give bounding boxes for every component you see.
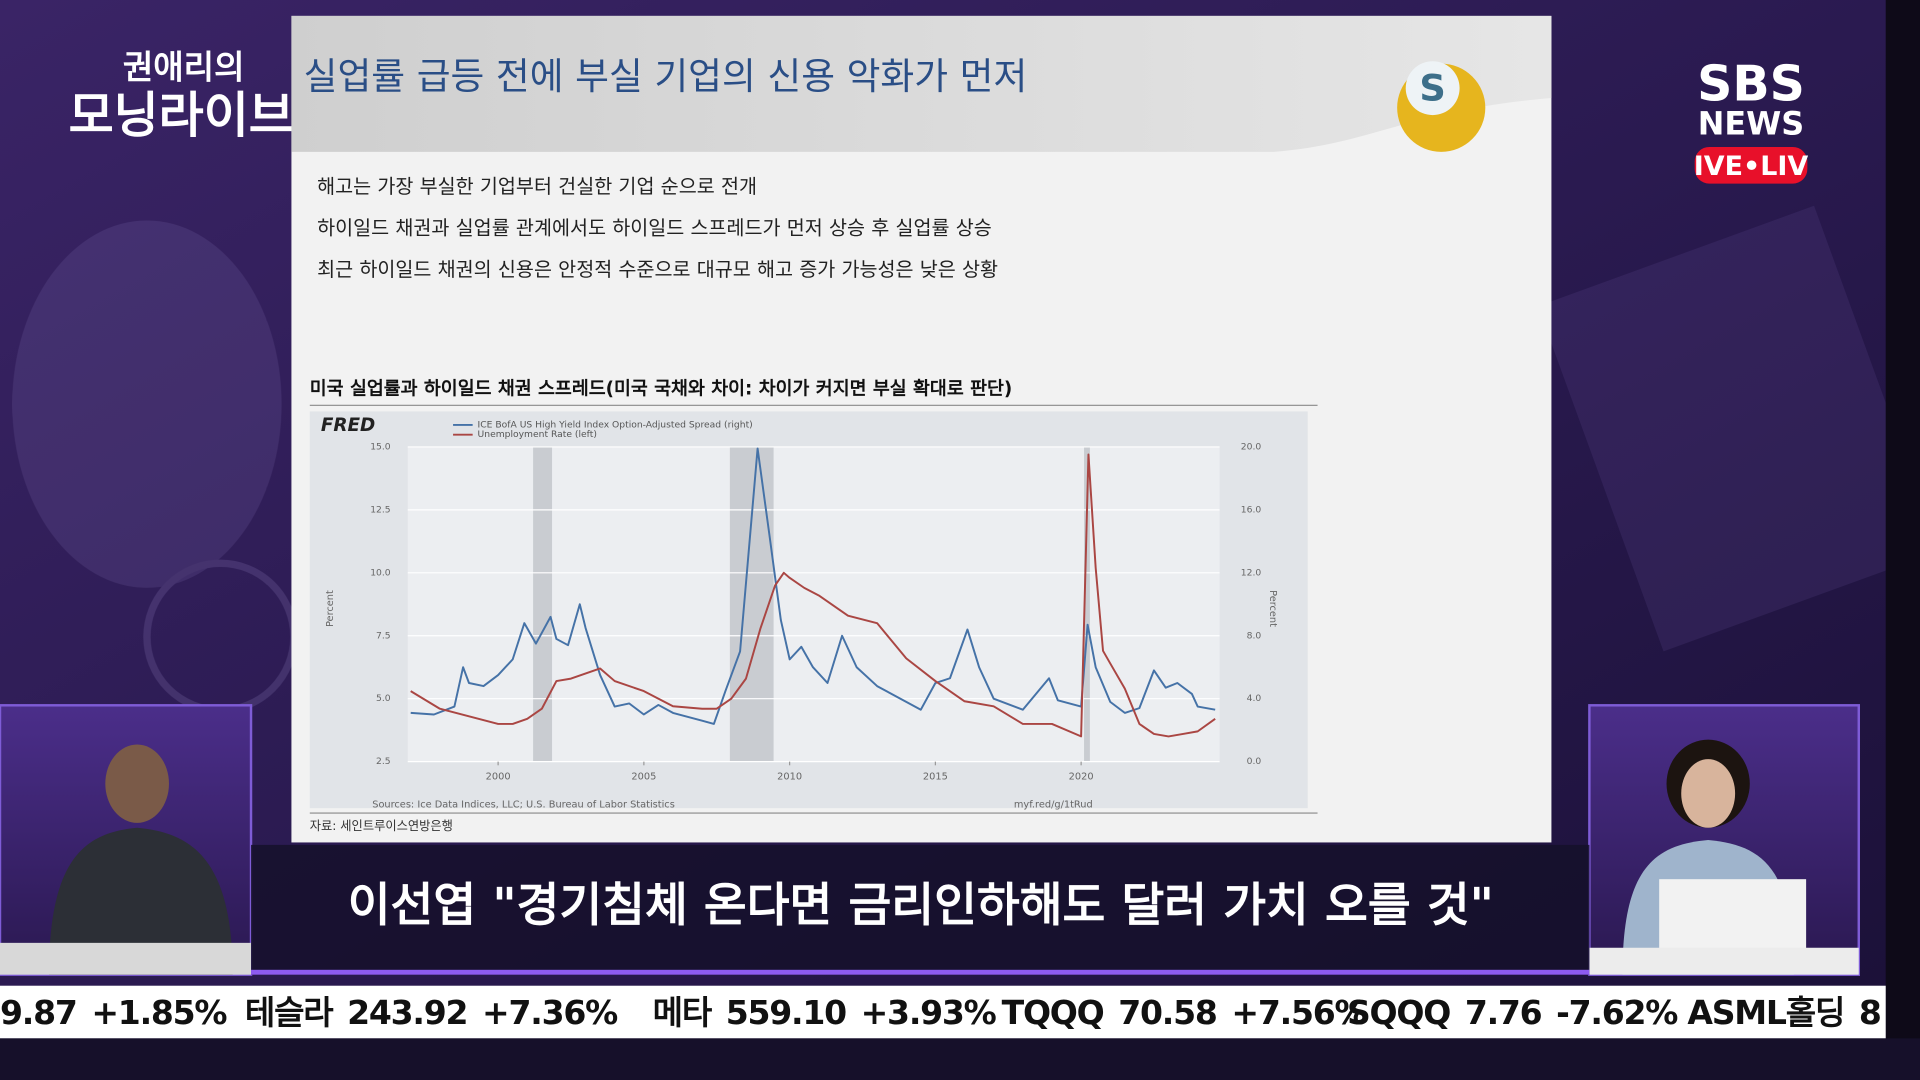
ticker-item: 메타 559.10 +3.93% [653, 992, 997, 1031]
ticker-change: +7.36% [482, 992, 618, 1031]
y-tick-label: 15.0 [370, 441, 391, 452]
ticker-name: SQQQ [1347, 992, 1450, 1031]
x-tick-label: 2000 [486, 771, 511, 782]
ticker-price: 559.10 [726, 992, 846, 1031]
legend-label: Unemployment Rate (left) [478, 429, 597, 440]
series-line [410, 447, 1216, 725]
left-axis-label: Percent [325, 590, 336, 627]
ticker-bar [0, 985, 1886, 1039]
y-tick-label: 12.5 [370, 504, 391, 515]
ticker-price: 8 [1859, 992, 1881, 1031]
ticker-name: ASML홀딩 [1687, 992, 1844, 1031]
caption-bar [251, 844, 1590, 975]
slide-title: 실업률 급등 전에 부실 기업의 신용 악화가 먼저 [304, 55, 1028, 98]
recession-band [729, 446, 774, 762]
svg-text:S: S [1419, 66, 1445, 109]
ticker-item: 9.87 +1.85% [0, 992, 227, 1031]
y2-tick-label: 16.0 [1241, 504, 1262, 515]
recession-band [1084, 446, 1090, 762]
plot-area [407, 446, 1220, 762]
chart-heading: 미국 실업률과 하이일드 채권 스프레드(미국 국채와 차이: 차이가 커지면 … [310, 377, 1013, 399]
chart-url: myf.red/g/1tRud [1014, 799, 1093, 810]
series-line [410, 453, 1216, 738]
ticker-change: -7.62% [1556, 992, 1678, 1031]
slide-header [291, 15, 1552, 152]
ticker-change: +3.93% [861, 992, 997, 1031]
ticker-change: +7.56% [1231, 992, 1367, 1031]
source-note: 자료: 세인트루이스연방은행 [310, 818, 453, 833]
bullet: 하이일드 채권과 실업률 관계에서도 하이일드 스프레드가 먼저 상승 후 실업… [317, 216, 992, 239]
x-tick-label: 2005 [631, 771, 656, 782]
y-tick-label: 10.0 [370, 567, 391, 578]
y2-tick-label: 4.0 [1247, 693, 1262, 704]
y2-tick-label: 20.0 [1241, 441, 1262, 452]
y-tick-label: 7.5 [376, 630, 391, 641]
y-tick-label: 5.0 [376, 693, 391, 704]
program-title-main: 모닝라이브 [69, 87, 294, 144]
ticker-price: 9.87 [0, 992, 77, 1031]
live-badge [1694, 146, 1808, 184]
slide-logo: S [1397, 61, 1486, 152]
ticker-price: 7.76 [1465, 992, 1542, 1031]
ticker-name: 테슬라 [245, 992, 334, 1031]
ticker-change: +1.85% [91, 992, 227, 1031]
recession-band [533, 446, 553, 762]
ticker-name: TQQQ [1002, 992, 1104, 1031]
ticker-item: ASML홀딩 8 [1687, 992, 1880, 1031]
x-tick-label: 2010 [777, 771, 802, 782]
edge-strip [1885, 0, 1920, 1080]
ticker-name: 메타 [653, 992, 713, 1031]
chart-sources: Sources: Ice Data Indices, LLC; U.S. Bur… [372, 799, 675, 810]
caption: 이선엽 "경기침체 온다면 금리인하해도 달러 가치 오를 것" [348, 878, 1494, 932]
y2-tick-label: 8.0 [1247, 630, 1262, 641]
ticker-price: 70.58 [1118, 992, 1216, 1031]
left-camera [0, 704, 253, 976]
network-brand: SBS [1697, 55, 1805, 112]
y2-tick-label: 0.0 [1247, 756, 1262, 767]
x-tick-label: 2020 [1069, 771, 1094, 782]
live-text: IVE•LIV [1694, 151, 1809, 182]
ticker-item: SQQQ 7.76 -7.62% [1347, 992, 1678, 1031]
y-tick-label: 2.5 [376, 756, 391, 767]
network-sub: NEWS [1698, 105, 1804, 143]
x-tick-label: 2015 [923, 771, 948, 782]
ticker-price: 243.92 [347, 992, 467, 1031]
ticker-item: 테슬라 243.92 +7.36% [245, 992, 618, 1031]
ticker-item: TQQQ 70.58 +7.56% [1002, 992, 1368, 1031]
bottom-band [0, 1038, 1920, 1080]
chart: 2.5 5.0 7.5 10.0 12.5 15.0 0.0 4.0 8.0 12.0 16.0 20… [370, 419, 1261, 782]
y2-tick-label: 12.0 [1241, 567, 1262, 578]
bullet: 해고는 가장 부실한 기업부터 건실한 기업 순으로 전개 [317, 175, 757, 198]
ticker: 9.87 +1.85% 테슬라 243.92 +7.36% 메타 559.10 +3.93% T… [0, 992, 1882, 1031]
legend-label: ICE BofA US High Yield Index Option-Adju… [478, 419, 753, 430]
right-camera [1588, 704, 1860, 976]
program-title-top: 권애리의 [123, 47, 245, 86]
right-axis-label: Percent [1267, 590, 1278, 627]
caption-accent [251, 969, 1590, 975]
bullet: 최근 하이일드 채권의 신용은 안정적 수준으로 대규모 해고 증가 가능성은 … [317, 258, 998, 281]
fred-logo: FRED [321, 415, 375, 436]
